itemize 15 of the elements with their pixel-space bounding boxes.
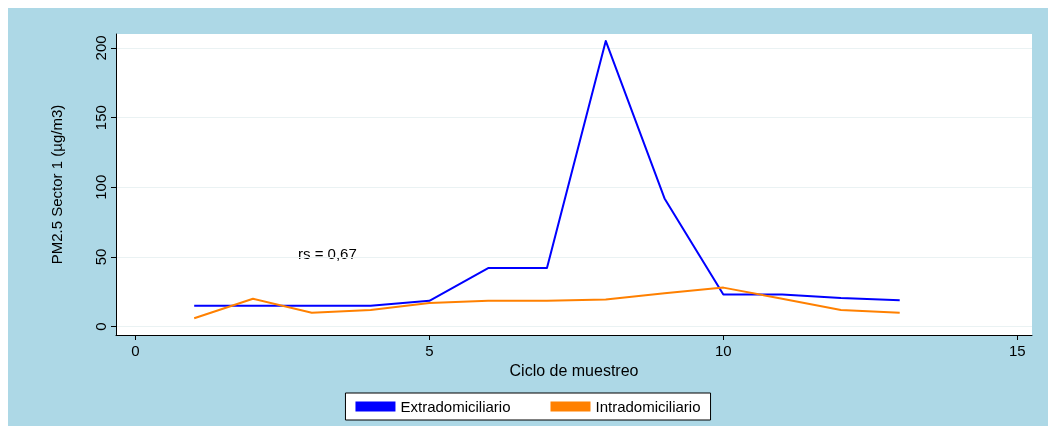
y-tick-label: 100 — [92, 174, 109, 200]
y-axis-title: PM2.5 Sector 1 (µg/m3) — [48, 104, 65, 265]
y-tick-label: 0 — [92, 322, 109, 331]
y-tick-label: 50 — [92, 248, 109, 266]
line-series — [193, 39, 901, 307]
y-tick-label: 150 — [92, 105, 109, 131]
line-series — [193, 286, 901, 320]
y-tick-label: 200 — [92, 35, 109, 61]
x-axis-title: Ciclo de muestreo — [509, 362, 639, 380]
legend-label: Intradomiciliario — [595, 398, 701, 415]
x-tick-label: 15 — [1008, 342, 1026, 359]
x-tick-label: 5 — [425, 342, 434, 359]
x-tick-label: 10 — [714, 342, 732, 359]
x-tick-label: 0 — [131, 342, 140, 359]
legend-label: Extradomiciliario — [400, 398, 511, 415]
